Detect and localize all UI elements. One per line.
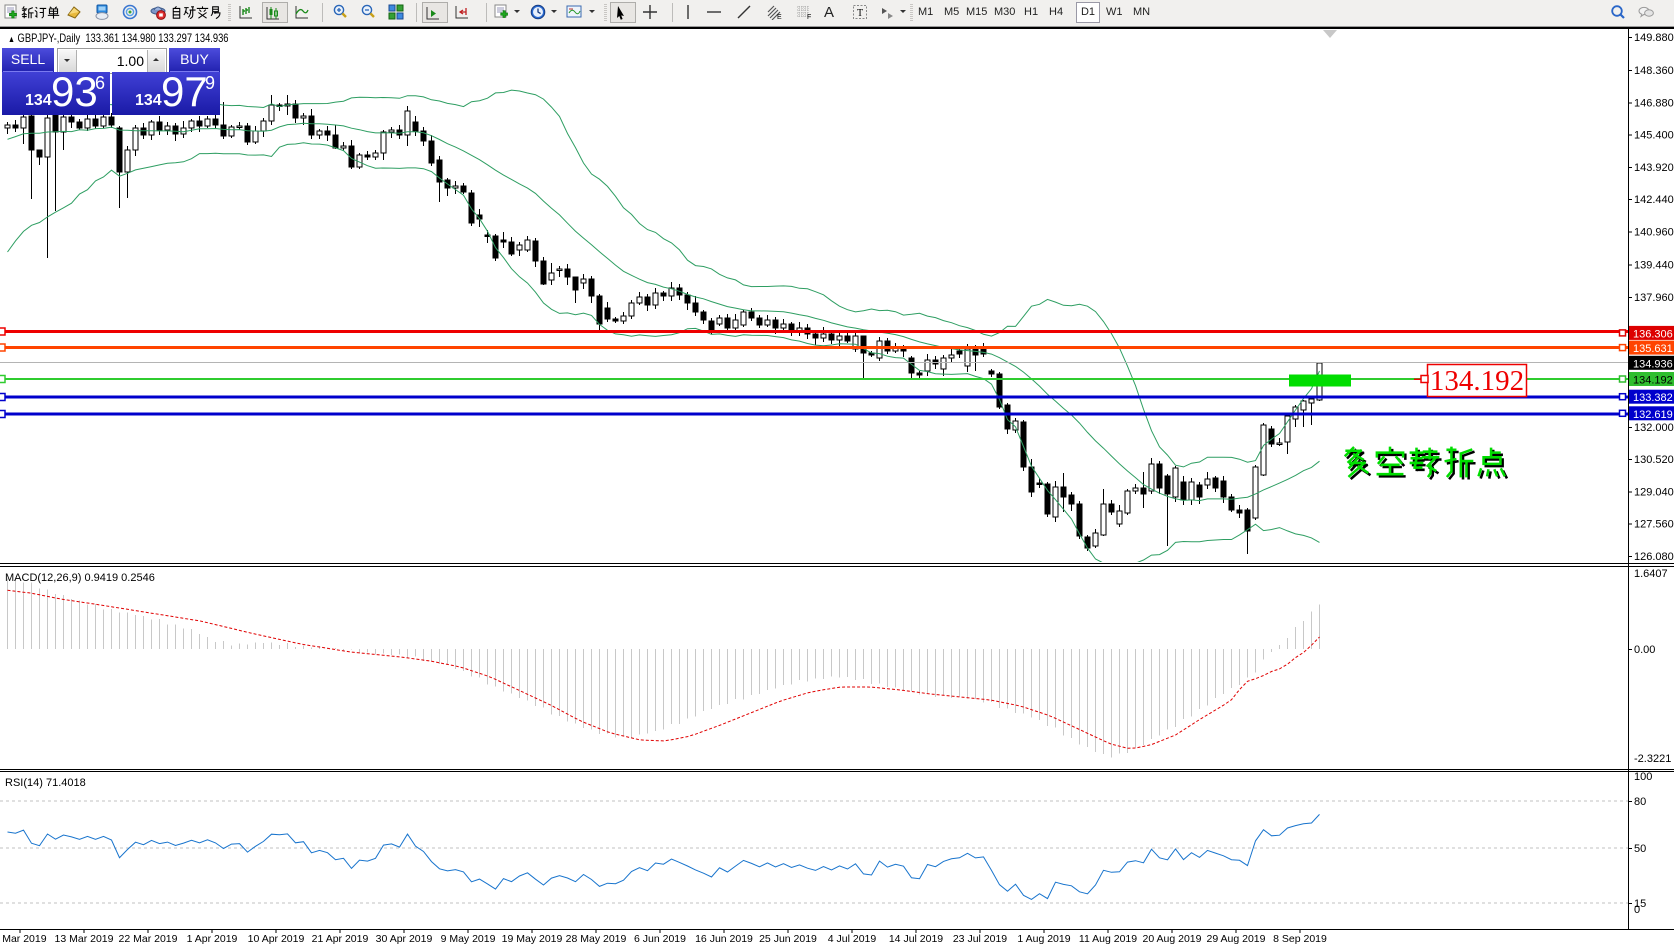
svg-text:133.382: 133.382 (1633, 392, 1673, 404)
svg-text:139.440: 139.440 (1634, 260, 1674, 272)
svg-text:11 Aug 2019: 11 Aug 2019 (1079, 933, 1137, 945)
svg-text:E: E (777, 14, 782, 20)
svg-text:9 May 2019: 9 May 2019 (441, 933, 496, 945)
svg-text:23 Jul 2019: 23 Jul 2019 (953, 933, 1007, 945)
svg-text:1 Aug 2019: 1 Aug 2019 (1017, 933, 1070, 945)
svg-text:10 Apr 2019: 10 Apr 2019 (248, 933, 305, 945)
svg-text:129.040: 129.040 (1634, 486, 1674, 498)
svg-text:RSI(14) 71.4018: RSI(14) 71.4018 (5, 777, 86, 789)
svg-text:-2.3221: -2.3221 (1634, 753, 1671, 765)
svg-text:F: F (807, 14, 811, 20)
svg-text:134.192: 134.192 (1430, 365, 1524, 397)
svg-text:140.960: 140.960 (1634, 227, 1674, 239)
svg-text:16 Jun 2019: 16 Jun 2019 (695, 933, 753, 945)
svg-text:0.00: 0.00 (1634, 644, 1655, 656)
svg-text:135.631: 135.631 (1633, 343, 1673, 355)
svg-text:21 Apr 2019: 21 Apr 2019 (312, 933, 369, 945)
svg-text:19 May 2019: 19 May 2019 (502, 933, 563, 945)
svg-text:6 Jun 2019: 6 Jun 2019 (634, 933, 686, 945)
svg-text:100: 100 (1634, 771, 1652, 783)
svg-text:4 Mar 2019: 4 Mar 2019 (0, 933, 47, 945)
svg-text:20 Aug 2019: 20 Aug 2019 (1143, 933, 1202, 945)
svg-text:8 Sep 2019: 8 Sep 2019 (1273, 933, 1327, 945)
svg-text:30 Apr 2019: 30 Apr 2019 (376, 933, 433, 945)
svg-text:0: 0 (1634, 904, 1640, 916)
svg-text:143.920: 143.920 (1634, 162, 1674, 174)
svg-text:29 Aug 2019: 29 Aug 2019 (1207, 933, 1266, 945)
svg-text:134.936: 134.936 (1633, 358, 1673, 370)
svg-text:132.619: 132.619 (1633, 409, 1673, 421)
svg-text:1 Apr 2019: 1 Apr 2019 (187, 933, 238, 945)
svg-text:136.306: 136.306 (1633, 328, 1673, 340)
svg-text:137.960: 137.960 (1634, 292, 1674, 304)
svg-text:127.560: 127.560 (1634, 519, 1674, 531)
svg-text:80: 80 (1634, 796, 1646, 808)
svg-text:142.440: 142.440 (1634, 194, 1674, 206)
svg-text:4 Jul 2019: 4 Jul 2019 (828, 933, 877, 945)
svg-text:15: 15 (1634, 898, 1646, 910)
svg-text:14 Jul 2019: 14 Jul 2019 (889, 933, 943, 945)
svg-text:25 Jun 2019: 25 Jun 2019 (759, 933, 817, 945)
svg-text:13 Mar 2019: 13 Mar 2019 (55, 933, 114, 945)
svg-text:149.880: 149.880 (1634, 32, 1674, 44)
svg-text:146.880: 146.880 (1634, 97, 1674, 109)
svg-text:132.000: 132.000 (1634, 422, 1674, 434)
svg-text:50: 50 (1634, 843, 1646, 855)
svg-text:134.192: 134.192 (1633, 375, 1673, 387)
svg-text:145.400: 145.400 (1634, 130, 1674, 142)
svg-text:148.360: 148.360 (1634, 65, 1674, 77)
svg-text:1.6407: 1.6407 (1634, 568, 1668, 580)
svg-text:22 Mar 2019: 22 Mar 2019 (119, 933, 178, 945)
svg-text:126.080: 126.080 (1634, 551, 1674, 563)
svg-text:T: T (857, 8, 863, 19)
svg-text:130.520: 130.520 (1634, 454, 1674, 466)
svg-text:28 May 2019: 28 May 2019 (566, 933, 627, 945)
svg-text:MACD(12,26,9) 0.9419 0.2546: MACD(12,26,9) 0.9419 0.2546 (5, 572, 155, 584)
